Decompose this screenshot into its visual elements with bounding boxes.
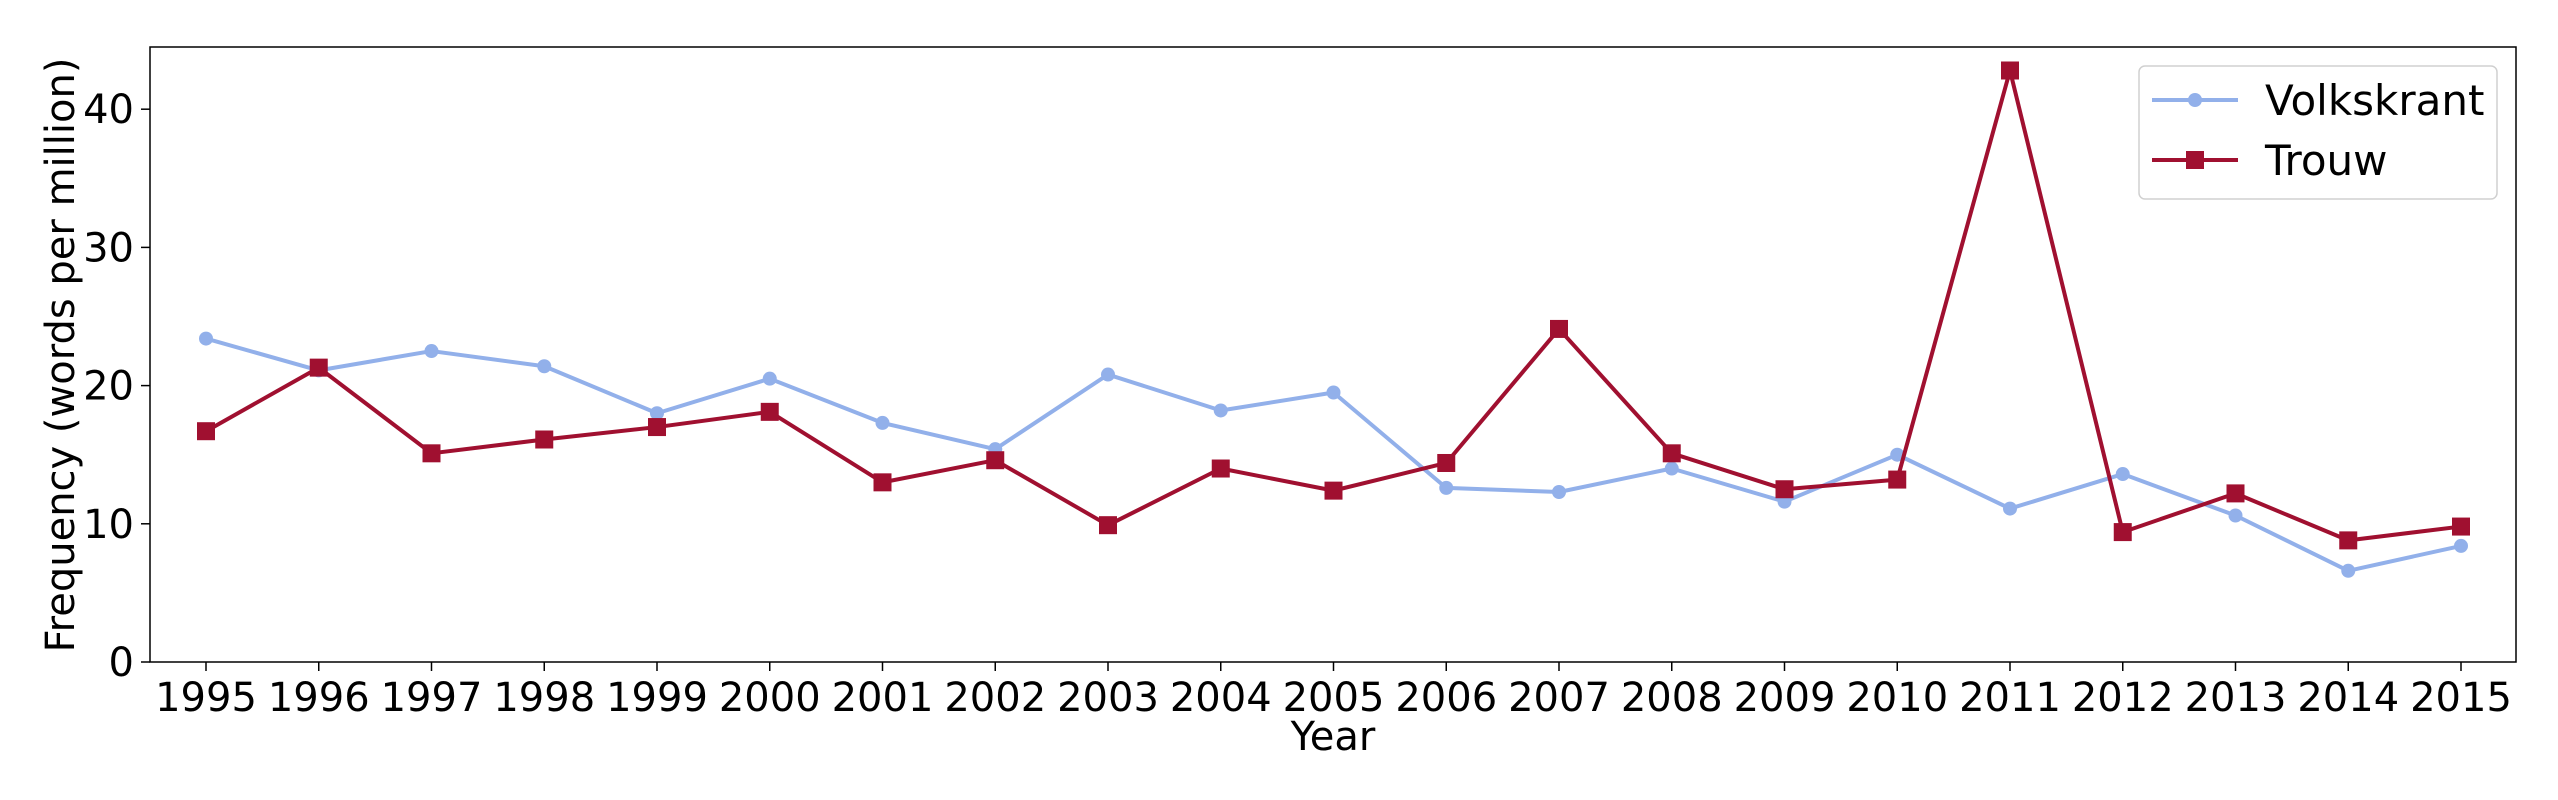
data-point: [1099, 516, 1117, 535]
data-point: [197, 422, 215, 441]
data-point: [537, 359, 552, 374]
data-point: [2113, 523, 2132, 542]
data-point: [1213, 403, 1228, 418]
data-point: [2003, 501, 2017, 516]
data-point: [535, 430, 554, 449]
y-axis-label: Frequency (words per million): [38, 58, 84, 653]
data-point: [986, 451, 1005, 470]
x-tick-label: 2015: [2410, 675, 2512, 721]
data-point: [875, 415, 890, 430]
x-tick-label: 2002: [944, 675, 1046, 721]
data-point: [422, 444, 441, 463]
data-point: [1552, 485, 1566, 500]
x-tick-label: 2001: [832, 675, 934, 721]
y-tick-label: 20: [83, 364, 134, 410]
x-tick-label: 2000: [719, 675, 821, 721]
data-point: [309, 358, 328, 377]
x-tick-label: 2005: [1283, 675, 1385, 721]
series-layer: [197, 61, 2470, 578]
data-point: [1439, 480, 1454, 495]
series-trouw: [197, 61, 2470, 550]
x-tick-label: 2013: [2185, 675, 2287, 721]
x-tick-label: 2014: [2297, 675, 2399, 721]
x-tick-label: 2007: [1508, 675, 1610, 721]
y-tick-label: 0: [109, 640, 134, 686]
x-tick-label: 1999: [606, 675, 708, 721]
data-point: [2001, 61, 2019, 80]
data-point: [1775, 480, 1794, 499]
x-tick-label: 1995: [155, 675, 257, 721]
data-point: [424, 344, 439, 359]
y-axis: 0 10 20 30 40: [83, 87, 150, 686]
x-tick-label: 1996: [268, 675, 370, 721]
legend-item-volkskrant: Volkskrant: [2152, 76, 2484, 125]
data-point: [1550, 319, 1568, 338]
data-point: [650, 406, 664, 421]
y-tick-label: 40: [83, 87, 134, 133]
data-point: [2341, 563, 2356, 578]
x-tick-label: 2012: [2072, 675, 2174, 721]
x-tick-label: 2010: [1846, 675, 1948, 721]
data-point: [1890, 447, 1905, 462]
legend-marker: [2188, 93, 2202, 107]
data-point: [2228, 508, 2243, 523]
data-point: [1662, 444, 1681, 463]
x-tick-label: 2006: [1395, 675, 1497, 721]
data-point: [1101, 367, 1115, 382]
data-point: [199, 331, 213, 346]
legend-label: Volkskrant: [2265, 76, 2484, 125]
x-tick-label: 1997: [381, 675, 483, 721]
data-point: [2115, 467, 2130, 482]
data-point: [762, 371, 777, 386]
data-point: [1888, 470, 1907, 489]
x-axis-label: Year: [1290, 714, 1376, 760]
data-point: [2454, 538, 2468, 553]
x-tick-label: 2009: [1734, 675, 1836, 721]
data-point: [2452, 517, 2470, 536]
data-point: [1211, 459, 1230, 478]
plot-area: [149, 46, 2517, 663]
x-axis: 1995 1996 1997 1998 1999 2000 2001 2002 2003 2004…: [155, 662, 2512, 721]
series-volkskrant: [199, 331, 2468, 578]
legend-item-trouw: Trouw: [2152, 136, 2388, 185]
data-point: [1664, 461, 1679, 476]
x-tick-label: 2011: [1959, 675, 2061, 721]
x-tick-label: 1998: [493, 675, 595, 721]
x-tick-label: 2003: [1057, 675, 1159, 721]
x-tick-label: 2004: [1170, 675, 1272, 721]
legend: Volkskrant Trouw: [2138, 65, 2498, 200]
data-point: [2226, 484, 2245, 503]
data-point: [1324, 481, 1343, 500]
data-point: [1437, 453, 1456, 472]
y-tick-label: 30: [83, 225, 134, 271]
legend-label: Trouw: [2264, 136, 2388, 185]
data-point: [648, 418, 666, 437]
legend-marker: [2186, 151, 2204, 169]
data-point: [2339, 531, 2358, 550]
y-tick-label: 10: [83, 502, 134, 548]
data-point: [873, 473, 892, 492]
data-point: [760, 402, 779, 421]
data-point: [1326, 385, 1341, 400]
x-tick-label: 2008: [1621, 675, 1723, 721]
